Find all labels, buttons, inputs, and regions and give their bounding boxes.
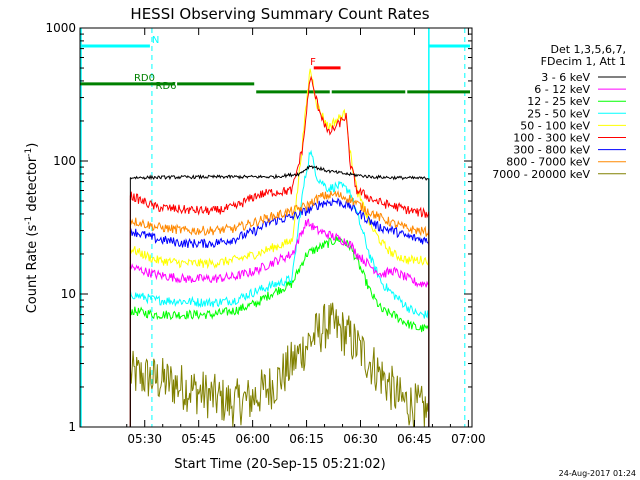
legend-label-0: 3 - 6 keV — [541, 71, 590, 84]
chart-title: HESSI Observing Summary Count Rates — [130, 5, 429, 23]
legend: Det 1,3,5,6,7, FDecim 1, Att 1 3 - 6 keV… — [492, 43, 626, 181]
x-tick-label-2: 06:00 — [235, 432, 270, 446]
x-axis: 05:30 05:45 06:00 06:15 06:30 06:45 07:00 — [126, 28, 486, 446]
x-tick-label-1: 05:45 — [181, 432, 216, 446]
x-tick-label-5: 06:45 — [397, 432, 432, 446]
generation-timestamp: 24-Aug-2017 01:24 — [559, 469, 636, 478]
x-tick-label-6: 07:00 — [451, 432, 486, 446]
legend-label-2: 12 - 25 keV — [527, 95, 590, 108]
x-axis-label: Start Time (20-Sep-15 05:21:02) — [174, 457, 385, 472]
series-line-7000-to-20000kev — [129, 302, 430, 428]
legend-header-line-1: Det 1,3,5,6,7, — [550, 43, 626, 56]
marker-rd6-label: RD6 — [156, 81, 177, 92]
series-line-12-to-25kev — [129, 236, 430, 333]
plot-frame — [79, 27, 473, 428]
y-axis-label: Count Rate (s-1 detector-1) — [24, 143, 40, 314]
series-line-800-to-7000kev — [129, 190, 430, 237]
legend-header-line-2: FDecim 1, Att 1 — [541, 55, 626, 68]
marker-rd0-label: RD0 — [134, 73, 155, 84]
legend-label-6: 300 - 800 keV — [513, 144, 590, 157]
y-axis-label-mid: detector — [25, 156, 40, 216]
y-axis-label-exp2: -1 — [24, 148, 34, 157]
legend-label-4: 50 - 100 keV — [520, 119, 590, 132]
series-line-100-to-300kev — [129, 75, 430, 219]
legend-label-8: 7000 - 20000 keV — [492, 168, 590, 181]
series-line-6-to-12kev — [129, 218, 430, 288]
series-line-50-to-100kev — [129, 68, 430, 270]
y-axis-label-close: ) — [25, 143, 40, 148]
x-tick-label-4: 06:30 — [343, 432, 378, 446]
y-tick-label-0: 1 — [68, 420, 76, 434]
y-tick-label-1: 10 — [61, 287, 76, 301]
series-line-3-to-6kev — [129, 164, 429, 181]
legend-label-5: 100 - 300 keV — [513, 132, 590, 145]
x-tick-label-0: 05:30 — [127, 432, 162, 446]
legend-label-3: 25 - 50 keV — [527, 107, 590, 120]
legend-label-7: 800 - 7000 keV — [506, 156, 590, 169]
series-layer — [129, 68, 430, 428]
y-axis-label-main: Count Rate (s — [25, 225, 40, 314]
y-axis: 1 10 100 1000 — [45, 21, 472, 434]
y-axis-label-exp1: -1 — [24, 216, 34, 225]
legend-label-1: 6 - 12 keV — [534, 83, 590, 96]
y-tick-label-3: 1000 — [45, 21, 76, 35]
marker-n-label: N — [152, 35, 159, 46]
y-tick-label-2: 100 — [53, 154, 76, 168]
series-line-300-to-800kev — [129, 197, 430, 249]
x-tick-label-3: 06:15 — [289, 432, 324, 446]
series-line-25-to-50kev — [129, 149, 430, 319]
marker-f-label: F — [310, 57, 316, 68]
